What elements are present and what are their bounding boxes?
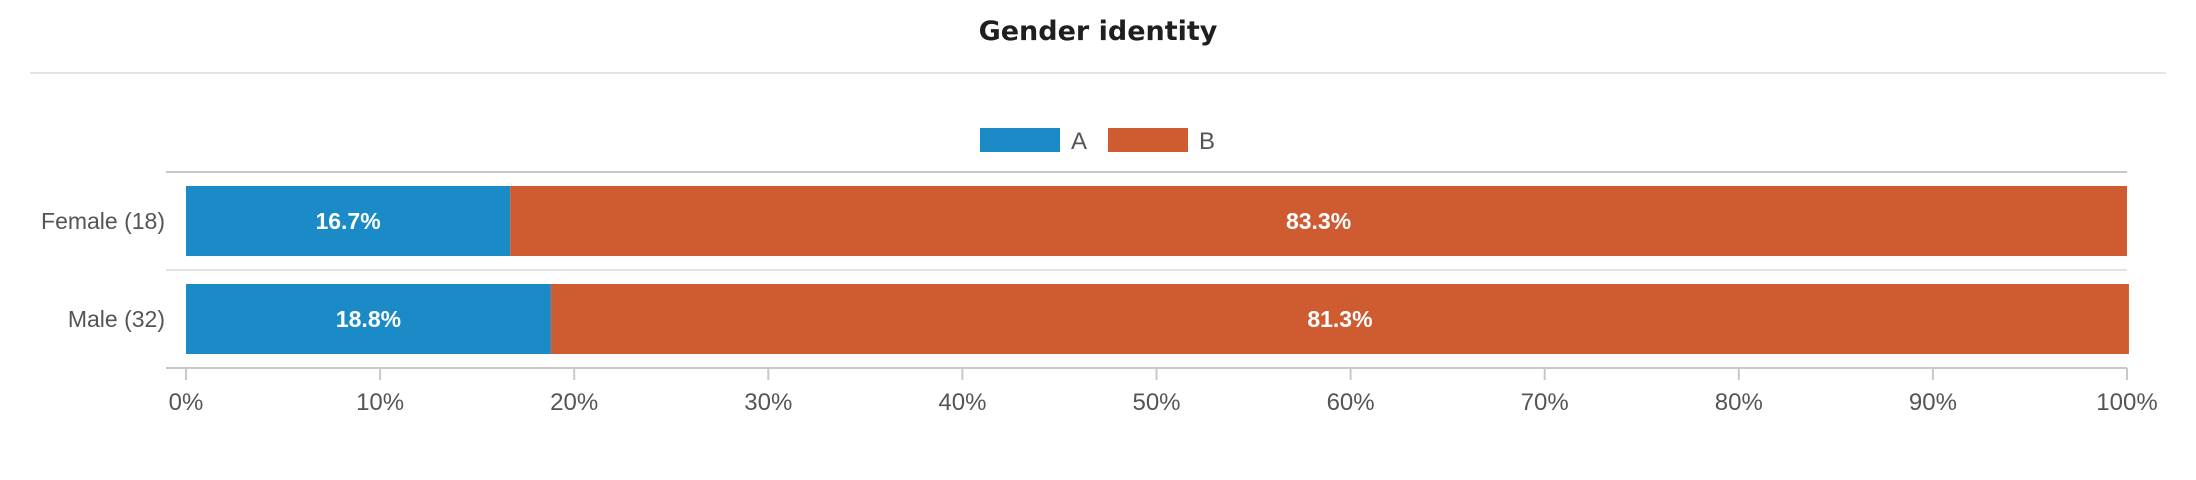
x-tick-label: 70% [1521,389,1569,416]
legend-label-b[interactable]: B [1199,128,1215,155]
x-tick-label: 20% [550,389,598,416]
chart-title: Gender identity [978,16,1218,47]
x-tick-label: 90% [1909,389,1957,416]
x-tick-label: 50% [1132,389,1180,416]
bar-b-female-18 [510,186,2128,256]
plot-frame [166,171,2127,369]
data-label: 81.3% [1307,306,1372,332]
bars: 16.7% 83.3% 18.8% 81.3% [186,186,2129,354]
bar-a-female-18 [186,186,511,256]
legend-label-a[interactable]: A [1071,128,1087,155]
category-label: Male (32) [68,306,165,332]
x-tick-label: 40% [938,389,986,416]
legend-swatch-a[interactable] [980,128,1060,152]
x-tick-label: 80% [1715,389,1763,416]
x-tick-label: 30% [744,389,792,416]
x-tick-label: 100% [2096,389,2157,416]
x-axis: 0% 10% 20% 30% 40% 50% 60% 70% 80% 90% 100% [169,368,2158,416]
bar-b-male-32 [550,284,2129,354]
data-label: 18.8% [336,306,401,332]
bar-a-male-32 [186,284,551,354]
data-label: 83.3% [1286,208,1351,234]
legend-swatch-b[interactable] [1108,128,1188,152]
x-tick-label: 60% [1327,389,1375,416]
x-tick-label: 0% [169,389,204,416]
x-tick-label: 10% [356,389,404,416]
title-divider [30,72,2166,74]
category-label: Female (18) [41,208,165,234]
y-axis: Female (18) Male (32) [41,208,165,332]
data-label: 16.7% [315,208,380,234]
